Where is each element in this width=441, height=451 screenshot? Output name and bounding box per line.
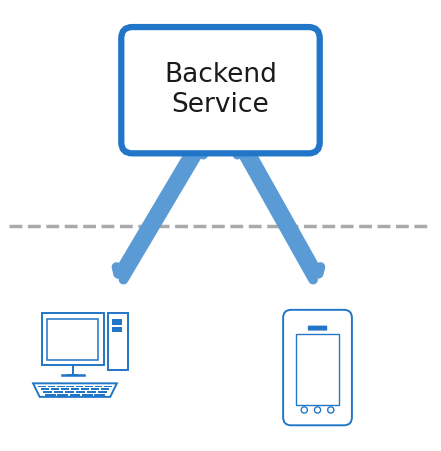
FancyBboxPatch shape <box>42 313 104 365</box>
FancyBboxPatch shape <box>101 388 109 390</box>
FancyBboxPatch shape <box>76 391 85 393</box>
FancyBboxPatch shape <box>65 391 74 393</box>
FancyBboxPatch shape <box>95 386 102 387</box>
FancyBboxPatch shape <box>81 388 89 390</box>
FancyBboxPatch shape <box>104 386 112 387</box>
FancyBboxPatch shape <box>296 334 339 405</box>
FancyBboxPatch shape <box>41 388 49 390</box>
FancyBboxPatch shape <box>121 27 320 153</box>
FancyBboxPatch shape <box>45 394 56 396</box>
FancyBboxPatch shape <box>67 386 74 387</box>
FancyBboxPatch shape <box>87 391 96 393</box>
FancyBboxPatch shape <box>85 386 93 387</box>
FancyBboxPatch shape <box>43 391 52 393</box>
Text: Backend
Service: Backend Service <box>164 62 277 118</box>
FancyBboxPatch shape <box>71 388 79 390</box>
FancyBboxPatch shape <box>57 386 65 387</box>
FancyBboxPatch shape <box>61 388 69 390</box>
Polygon shape <box>33 383 117 397</box>
FancyBboxPatch shape <box>38 386 46 387</box>
FancyBboxPatch shape <box>98 391 107 393</box>
FancyBboxPatch shape <box>57 394 68 396</box>
FancyBboxPatch shape <box>48 386 56 387</box>
FancyBboxPatch shape <box>308 326 327 331</box>
FancyBboxPatch shape <box>91 388 99 390</box>
FancyBboxPatch shape <box>283 310 352 425</box>
FancyBboxPatch shape <box>112 327 122 332</box>
FancyBboxPatch shape <box>47 319 98 360</box>
FancyBboxPatch shape <box>112 319 122 325</box>
FancyBboxPatch shape <box>108 313 128 370</box>
FancyBboxPatch shape <box>76 386 83 387</box>
FancyBboxPatch shape <box>70 394 80 396</box>
FancyBboxPatch shape <box>94 394 105 396</box>
FancyBboxPatch shape <box>54 391 63 393</box>
FancyBboxPatch shape <box>51 388 59 390</box>
FancyBboxPatch shape <box>82 394 93 396</box>
